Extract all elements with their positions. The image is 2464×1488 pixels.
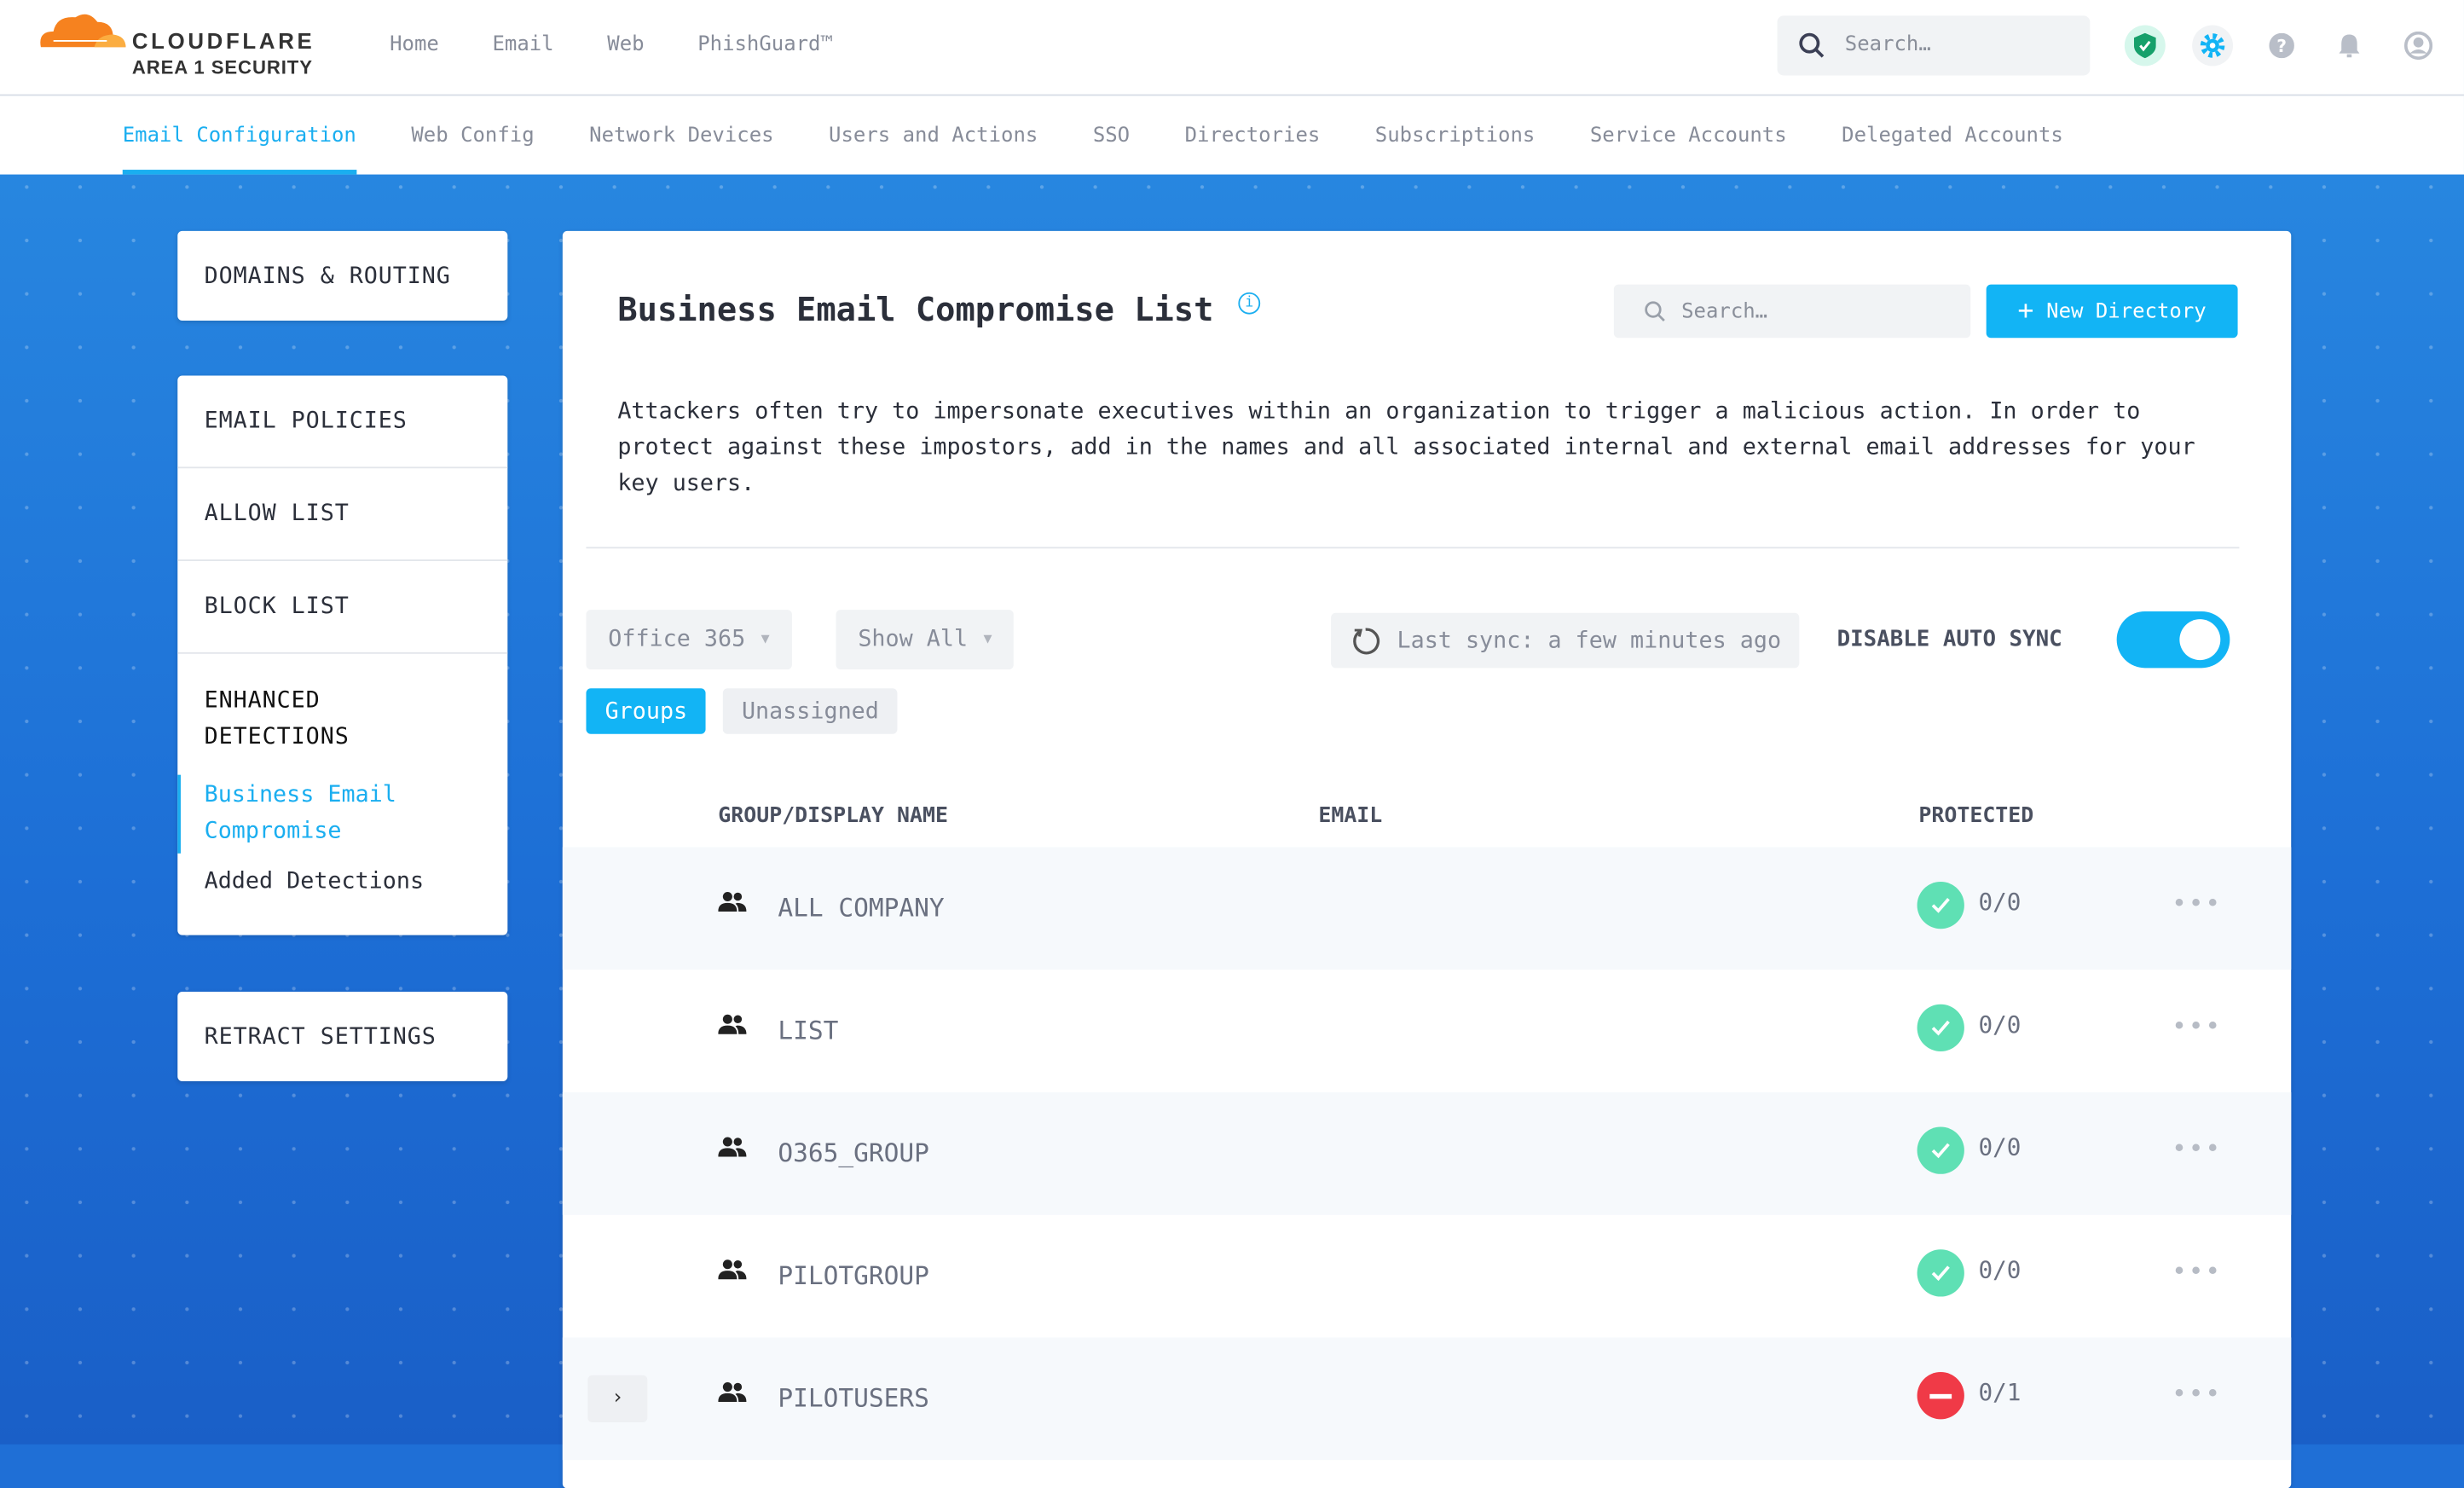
protected-count: 0/1 bbox=[1978, 1378, 2022, 1407]
sidebar-domains-card: DOMAINS & ROUTING bbox=[177, 230, 508, 321]
column-header-email[interactable]: EMAIL bbox=[1318, 802, 1383, 829]
group-icon bbox=[718, 1137, 747, 1157]
source-select-value: Office 365 bbox=[608, 627, 746, 652]
caret-down-icon: ▼ bbox=[983, 631, 992, 648]
tab-sso[interactable]: SSO bbox=[1092, 124, 1131, 148]
more-options-icon[interactable]: ••• bbox=[2172, 888, 2222, 918]
tab-users-and-actions[interactable]: Users and Actions bbox=[829, 124, 1038, 148]
sidebar-policies-card: EMAIL POLICIES ALLOW LIST BLOCK LIST ENH… bbox=[177, 375, 508, 935]
protected-count: 0/0 bbox=[1978, 888, 2022, 917]
tab-network-devices[interactable]: Network Devices bbox=[589, 124, 774, 148]
top-bar: CLOUDFLARE AREA 1 SECURITY Home Email We… bbox=[0, 0, 2464, 96]
group-name[interactable]: PILOTUSERS bbox=[778, 1382, 929, 1413]
group-icon bbox=[718, 1014, 747, 1034]
nav-phishguard[interactable]: PhishGuard™ bbox=[697, 32, 833, 57]
sidebar-item-retract-settings[interactable]: RETRACT SETTINGS bbox=[204, 1023, 437, 1050]
table-row[interactable]: O365_GROUP 0/0 ••• bbox=[562, 1091, 2292, 1215]
gear-icon[interactable] bbox=[2192, 25, 2234, 67]
svg-text:?: ? bbox=[2276, 36, 2287, 56]
group-name[interactable]: PILOTGROUP bbox=[778, 1260, 929, 1291]
auto-sync-toggle[interactable] bbox=[2116, 611, 2230, 669]
nav-home[interactable]: Home bbox=[390, 32, 439, 57]
description: Attackers often try to impersonate execu… bbox=[617, 399, 2195, 497]
user-icon[interactable] bbox=[2398, 25, 2439, 66]
protected-check-icon bbox=[1917, 1126, 1964, 1174]
protected-check-icon bbox=[1917, 1004, 1964, 1052]
cloud-logo-icon bbox=[40, 14, 126, 48]
nav-web[interactable]: Web bbox=[607, 32, 645, 57]
nav-email[interactable]: Email bbox=[492, 32, 554, 57]
table-row[interactable]: LIST 0/0 ••• bbox=[563, 970, 2291, 1092]
search-input[interactable]: Search… bbox=[1844, 32, 1931, 57]
protected-count: 0/0 bbox=[1978, 1010, 2022, 1039]
sidebar-item-domains-routing[interactable]: DOMAINS & ROUTING bbox=[204, 263, 451, 289]
sidebar-subitem-added-detections[interactable]: Added Detections bbox=[204, 869, 425, 895]
search-icon bbox=[1645, 301, 1665, 321]
list-search[interactable]: Search… bbox=[1613, 284, 1971, 339]
column-header-name[interactable]: GROUP/DISPLAY NAME bbox=[718, 802, 948, 829]
unprotected-minus-icon bbox=[1917, 1372, 1964, 1420]
group-icon bbox=[718, 1259, 747, 1280]
sidebar-item-email-policies[interactable]: EMAIL POLICIES bbox=[177, 376, 508, 469]
last-sync-text: Last sync: a few minutes ago bbox=[1397, 628, 1782, 653]
filter-select-value: Show All bbox=[858, 627, 969, 652]
more-options-icon[interactable]: ••• bbox=[2172, 1378, 2222, 1409]
refresh-icon bbox=[1353, 627, 1380, 654]
segment-groups[interactable]: Groups bbox=[586, 688, 707, 734]
brand-name: CLOUDFLARE bbox=[131, 28, 315, 54]
plus-icon: + bbox=[2017, 295, 2034, 327]
shield-check-icon[interactable] bbox=[2124, 25, 2166, 67]
tab-delegated-accounts[interactable]: Delegated Accounts bbox=[1842, 124, 2063, 148]
global-search[interactable]: Search… bbox=[1777, 15, 2091, 76]
auto-sync-label: DISABLE AUTO SYNC bbox=[1836, 627, 2062, 652]
filter-select[interactable]: Show All ▼ bbox=[836, 610, 1015, 670]
table-row[interactable]: › PILOTUSERS 0/1 ••• bbox=[562, 1337, 2292, 1461]
source-select[interactable]: Office 365 ▼ bbox=[586, 610, 792, 670]
tab-service-accounts[interactable]: Service Accounts bbox=[1589, 124, 1787, 148]
cloudflare-logo[interactable]: CLOUDFLARE AREA 1 SECURITY bbox=[35, 9, 312, 78]
sidebar-subitem-business-email-compromise[interactable]: Business Email Compromise bbox=[177, 774, 507, 854]
new-directory-button[interactable]: + New Directory bbox=[1986, 284, 2238, 339]
caret-down-icon: ▼ bbox=[761, 631, 770, 648]
table-row[interactable]: PILOTGROUP 0/0 ••• bbox=[563, 1215, 2291, 1338]
sidebar-retract-card: RETRACT SETTINGS bbox=[177, 991, 508, 1082]
divider bbox=[586, 547, 2240, 549]
sidebar-item-enhanced-detections[interactable]: ENHANCED DETECTIONS bbox=[204, 688, 350, 750]
segment-unassigned[interactable]: Unassigned bbox=[722, 688, 898, 734]
tab-subscriptions[interactable]: Subscriptions bbox=[1374, 124, 1536, 148]
last-sync-button[interactable]: Last sync: a few minutes ago bbox=[1331, 612, 1801, 669]
brand-subtitle: AREA 1 SECURITY bbox=[131, 56, 313, 79]
more-options-icon[interactable]: ••• bbox=[2172, 1010, 2222, 1041]
group-name[interactable]: LIST bbox=[778, 1015, 839, 1045]
tab-email-configuration[interactable]: Email Configuration bbox=[122, 124, 356, 175]
bell-icon[interactable] bbox=[2328, 25, 2369, 66]
group-name[interactable]: ALL COMPANY bbox=[778, 892, 945, 923]
sidebar-item-allow-list[interactable]: ALLOW LIST bbox=[177, 468, 508, 561]
list-search-input[interactable]: Search… bbox=[1681, 300, 1768, 324]
more-options-icon[interactable]: ••• bbox=[2172, 1132, 2222, 1163]
group-icon bbox=[718, 891, 747, 912]
sub-nav: Email Configuration Web Config Network D… bbox=[0, 96, 2464, 175]
top-nav: Home Email Web PhishGuard™ bbox=[390, 33, 833, 57]
info-icon[interactable]: i bbox=[1238, 292, 1261, 315]
sidebar-item-block-list[interactable]: BLOCK LIST bbox=[177, 561, 508, 654]
protected-count: 0/0 bbox=[1978, 1132, 2022, 1162]
expand-chevron-icon[interactable]: › bbox=[587, 1375, 648, 1423]
bec-list-panel: Business Email Compromise List i Search…… bbox=[562, 230, 2292, 1488]
group-name[interactable]: O365_GROUP bbox=[778, 1138, 929, 1168]
new-directory-label: New Directory bbox=[2046, 299, 2207, 323]
column-header-protected[interactable]: PROTECTED bbox=[1918, 802, 2034, 829]
protected-count: 0/0 bbox=[1978, 1255, 2022, 1284]
help-icon[interactable]: ? bbox=[2261, 25, 2302, 66]
protected-check-icon bbox=[1917, 1249, 1964, 1297]
protected-check-icon bbox=[1917, 881, 1964, 929]
more-options-icon[interactable]: ••• bbox=[2172, 1255, 2222, 1286]
group-icon bbox=[718, 1382, 747, 1403]
tab-web-config[interactable]: Web Config bbox=[411, 124, 535, 148]
page-title: Business Email Compromise List bbox=[617, 290, 1214, 329]
search-icon bbox=[1799, 32, 1825, 58]
table-row[interactable]: ALL COMPANY 0/0 ••• bbox=[562, 847, 2292, 970]
tab-directories[interactable]: Directories bbox=[1184, 124, 1321, 148]
